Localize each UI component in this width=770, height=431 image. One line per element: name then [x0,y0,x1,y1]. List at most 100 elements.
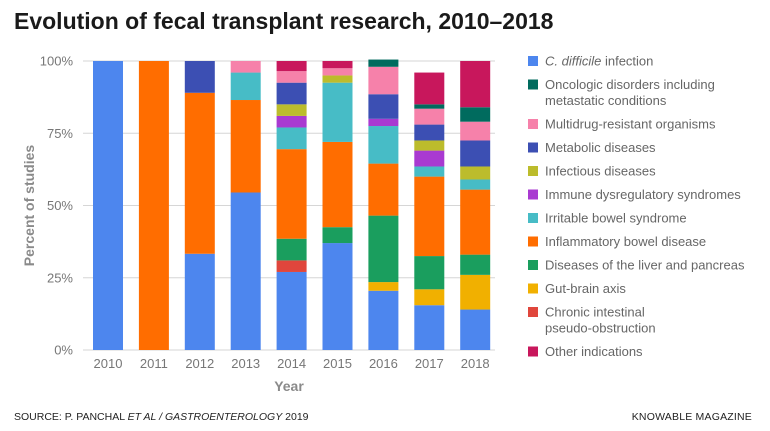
bar-2015-series-0 [322,243,353,350]
bar-2017-series-8 [414,124,445,141]
legend-swatch-10 [528,79,538,90]
bar-2010-series-0 [93,61,123,350]
x-axis-label: Year [274,378,304,394]
bar-2018-series-2 [460,274,491,310]
bar-2016-series-4 [368,163,399,216]
y-tick-label: 75% [47,126,73,141]
source-credit: SOURCE: P. PANCHAL ET AL / GASTROENTEROL… [14,411,309,423]
legend-label-10: Oncologic disorders including [545,77,715,92]
bar-2014-series-3 [276,238,307,261]
bar-2016-series-5 [368,126,399,164]
bar-2013-series-9 [230,61,261,73]
bar-2018-series-8 [460,140,491,167]
x-tick-label: 2016 [369,356,398,371]
y-axis-label: Percent of studies [21,145,37,267]
bar-2018-series-3 [460,254,491,275]
x-tick-label: 2014 [277,356,306,371]
bar-2017-series-5 [414,166,445,177]
bar-2014-series-6 [276,115,307,128]
bar-2017-series-4 [414,176,445,257]
bar-2016-series-3 [368,215,399,283]
bar-2013-series-0 [230,192,261,350]
bar-2016-series-6 [368,118,399,127]
legend-swatch-8 [528,142,538,153]
bar-2011-series-4 [138,61,169,350]
bar-2018-series-4 [460,189,491,255]
bar-2017-series-9 [414,108,445,125]
bar-2013-series-5 [230,72,261,101]
legend-label-0: C. difficile infection [545,54,653,69]
bar-2016-series-0 [368,290,399,350]
bar-2012-series-4 [184,92,215,254]
legend-label-1: Chronic intestinal [545,305,645,320]
x-tick-label: 2018 [461,356,490,371]
x-tick-label: 2011 [140,356,168,371]
x-tick-label: 2012 [185,356,214,371]
x-tick-label: 2010 [94,356,123,371]
bar-2018-series-7 [460,166,491,180]
bar-2017-series-0 [414,305,445,350]
bar-2018-series-10 [460,107,491,122]
source-prefix: SOURCE: P. PANCHAL [14,411,128,423]
y-tick-label: 50% [47,198,73,213]
bar-2018-series-0 [460,309,491,350]
bar-2017-series-3 [414,256,445,290]
bar-2016-series-8 [368,94,399,119]
legend-label-5: Irritable bowel syndrome [545,211,687,226]
bar-2014-series-1 [276,260,307,272]
bar-2012-series-0 [184,253,215,350]
source-year: 2019 [282,411,309,423]
x-tick-label: 2015 [323,356,352,371]
bar-2014-series-7 [276,104,307,116]
bar-2015-series-7 [322,75,353,83]
legend-swatch-11 [528,346,538,357]
bar-2017-series-7 [414,140,445,151]
bar-2017-series-11 [414,72,445,105]
bar-2014-series-0 [276,271,307,350]
legend-label-10: metastatic conditions [545,93,667,108]
bar-2015-series-9 [322,68,353,76]
legend-label-4: Inflammatory bowel disease [545,234,706,249]
bar-2015-series-4 [322,141,353,228]
legend-label-11: Other indications [545,344,643,359]
bar-2016-series-9 [368,66,399,95]
bar-2014-series-9 [276,71,307,83]
publisher-brand: KNOWABLE MAGAZINE [631,411,752,423]
chart-title: Evolution of fecal transplant research, … [14,8,554,34]
bar-2015-series-3 [322,227,353,244]
legend-swatch-3 [528,260,538,270]
y-tick-label: 100% [40,54,74,69]
legend-label-8: Metabolic diseases [545,140,656,155]
bar-2013-series-4 [230,100,261,193]
bar-2017-series-2 [414,289,445,306]
bar-2012-series-8 [184,61,215,93]
legend-label-3: Diseases of the liver and pancreas [545,258,745,273]
bar-2016-series-2 [368,282,399,291]
bar-2018-series-9 [460,121,491,141]
legend-swatch-2 [528,283,538,294]
bar-2017-series-6 [414,150,445,167]
legend-label-1: pseudo-obstruction [545,321,656,336]
legend-label-6: Immune dysregulatory syndromes [545,187,741,202]
bar-2017-series-10 [414,104,445,109]
x-tick-label: 2013 [231,356,260,371]
bar-2014-series-5 [276,127,307,150]
y-tick-label: 0% [54,343,73,358]
legend-swatch-5 [528,213,538,223]
source-citation: ET AL / GASTROENTEROLOGY [127,411,283,423]
bar-2018-series-11 [460,61,491,108]
bar-2016-series-10 [368,59,399,67]
y-tick-label: 25% [47,270,73,285]
bar-2015-series-11 [322,61,353,69]
legend-swatch-0 [528,56,538,66]
bar-2018-series-5 [460,179,491,190]
legend-swatch-9 [528,119,538,129]
x-tick-label: 2017 [415,356,444,371]
bar-2014-series-11 [276,61,307,72]
bar-2015-series-5 [322,82,353,142]
bar-2014-series-8 [276,82,307,105]
legend-label-7: Infectious diseases [545,164,656,179]
legend-label-9: Multidrug-resistant organisms [545,117,716,132]
legend-label-2: Gut-brain axis [545,281,626,296]
